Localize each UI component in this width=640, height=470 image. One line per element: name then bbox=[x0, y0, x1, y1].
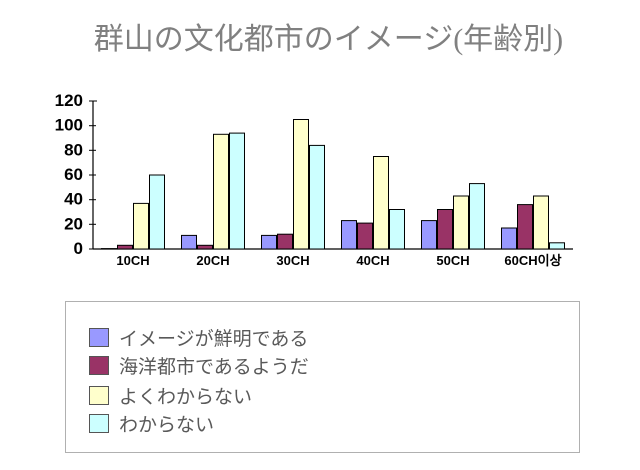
svg-text:120: 120 bbox=[55, 91, 83, 110]
svg-text:30CH: 30CH bbox=[276, 253, 309, 268]
svg-text:0: 0 bbox=[74, 239, 83, 258]
svg-text:10CH: 10CH bbox=[116, 253, 149, 268]
svg-text:100: 100 bbox=[55, 116, 83, 135]
svg-text:50CH: 50CH bbox=[436, 253, 469, 268]
svg-text:20: 20 bbox=[64, 214, 83, 233]
svg-text:80: 80 bbox=[64, 140, 83, 159]
svg-text:40: 40 bbox=[64, 190, 83, 209]
svg-text:20CH: 20CH bbox=[196, 253, 229, 268]
svg-text:40CH: 40CH bbox=[356, 253, 389, 268]
svg-text:60CH이상: 60CH이상 bbox=[504, 253, 561, 268]
svg-text:60: 60 bbox=[64, 165, 83, 184]
